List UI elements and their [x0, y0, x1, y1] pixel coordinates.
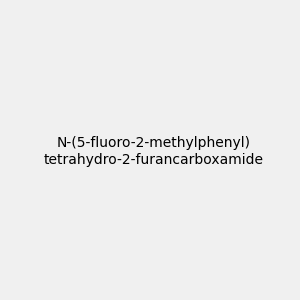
Text: N-(5-fluoro-2-methylphenyl)
tetrahydro-2-furancarboxamide: N-(5-fluoro-2-methylphenyl) tetrahydro-2… [44, 136, 264, 166]
